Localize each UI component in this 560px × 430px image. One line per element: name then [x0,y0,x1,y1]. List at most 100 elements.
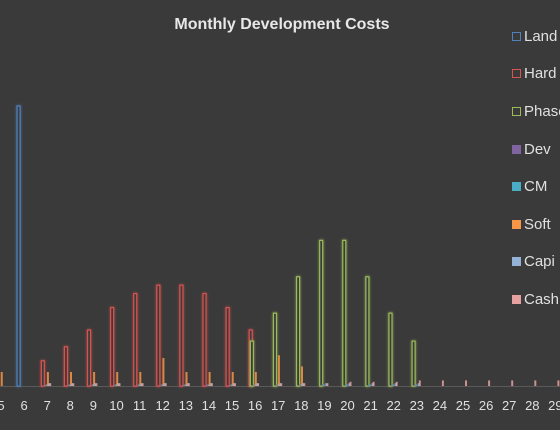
bar-dev [206,384,209,386]
x-tick-label: 21 [363,398,377,413]
bar-cash [234,383,236,386]
bar-cm [207,384,210,386]
bar-cm [161,384,164,386]
x-tick-label: 8 [67,398,74,413]
bar-hard [86,329,92,387]
x-tick-label: 16 [248,398,262,413]
x-tick-label: 12 [155,398,169,413]
legend-swatch [512,68,521,78]
bar-soft [231,372,234,386]
bar-soft [277,355,280,386]
bar-capi [302,383,305,386]
bar-capi [186,383,189,386]
x-tick-label: 17 [271,398,285,413]
bar-dev [391,384,394,386]
legend-label: CM [524,178,548,195]
bar-dev [275,384,278,386]
bar-cash [257,383,260,386]
bar-cm [230,384,233,386]
bar-cash [326,383,329,386]
bar-capi [140,383,143,386]
bar-cm [253,384,256,386]
x-tick-label: 13 [179,398,193,413]
bar-soft [162,358,165,386]
bar-cash [511,380,514,386]
bar-capi [394,383,397,386]
legend-label: Soft [524,216,551,233]
legend-label: Dev [524,141,551,158]
legend-item-phase: Phase [512,103,560,123]
legend-item-cm: CM [512,178,547,198]
x-tick-label: 26 [479,398,493,413]
x-tick-label: 25 [456,398,470,413]
legend-item-cash: Cash [512,291,559,311]
bar-cash [395,381,398,386]
legend-swatch [512,181,521,191]
bar-cm [45,384,48,386]
bar-soft [208,372,211,386]
bar-dev [368,384,371,386]
bar-hard [179,284,184,387]
bar-capi [48,383,51,386]
bar-phase [249,340,254,387]
bar-phase [295,276,301,387]
bar-hard [225,307,230,387]
x-tick-label: 22 [386,398,400,413]
bar-cash [534,380,537,386]
bar-phase [342,239,347,387]
legend-swatch [512,31,521,41]
legend-item-capi: Capi [512,253,555,273]
bar-land [16,105,21,387]
x-tick-label: 24 [433,398,447,413]
bar-cm [115,384,118,386]
bar-cm [299,384,302,386]
bar-phase [388,312,393,387]
legend-swatch [512,256,521,266]
bar-dev [113,384,116,386]
x-tick-label: 20 [340,398,354,413]
bar-phase [365,276,370,387]
x-tick-label: 23 [410,398,424,413]
bar-cash [280,383,283,386]
bar-dev [298,384,301,386]
bar-capi [255,383,258,386]
x-tick-label: 14 [202,398,216,413]
bar-cash [418,380,421,386]
x-tick-label: 15 [225,398,239,413]
bar-cash [49,383,52,386]
legend-label: Capi [524,253,555,270]
bar-soft [0,372,3,386]
bar-soft [139,372,142,386]
bar-soft [301,366,304,386]
bar-dev [44,384,47,386]
legend-item-soft: Soft [512,216,551,236]
bar-cm [91,384,94,386]
bar-cash [557,380,560,386]
bar-cash [72,383,75,386]
bar-cash [187,383,190,386]
bar-soft [116,372,119,386]
bar-dev [414,384,417,386]
bar-cm [322,384,325,386]
bar-soft [70,372,73,386]
bar-dev [321,384,324,386]
legend-label: Cash [524,291,560,308]
bar-cash [488,380,491,386]
bar-cm [276,384,279,386]
bar-cm [415,384,418,386]
bar-cash [349,381,352,386]
legend-label: Land [524,28,558,45]
bar-cm [184,384,187,386]
bar-capi [417,383,420,386]
legend-swatch [512,144,521,154]
bar-soft [254,372,257,386]
bar-cash [372,381,375,386]
legend-swatch [512,219,521,229]
legend-item-hard: Hard [512,65,557,85]
legend-label: Phase [524,103,560,120]
bar-cash [118,383,121,386]
x-tick-label: 29 [548,398,560,413]
x-tick-label: 18 [294,398,308,413]
x-tick-label: 27 [502,398,516,413]
